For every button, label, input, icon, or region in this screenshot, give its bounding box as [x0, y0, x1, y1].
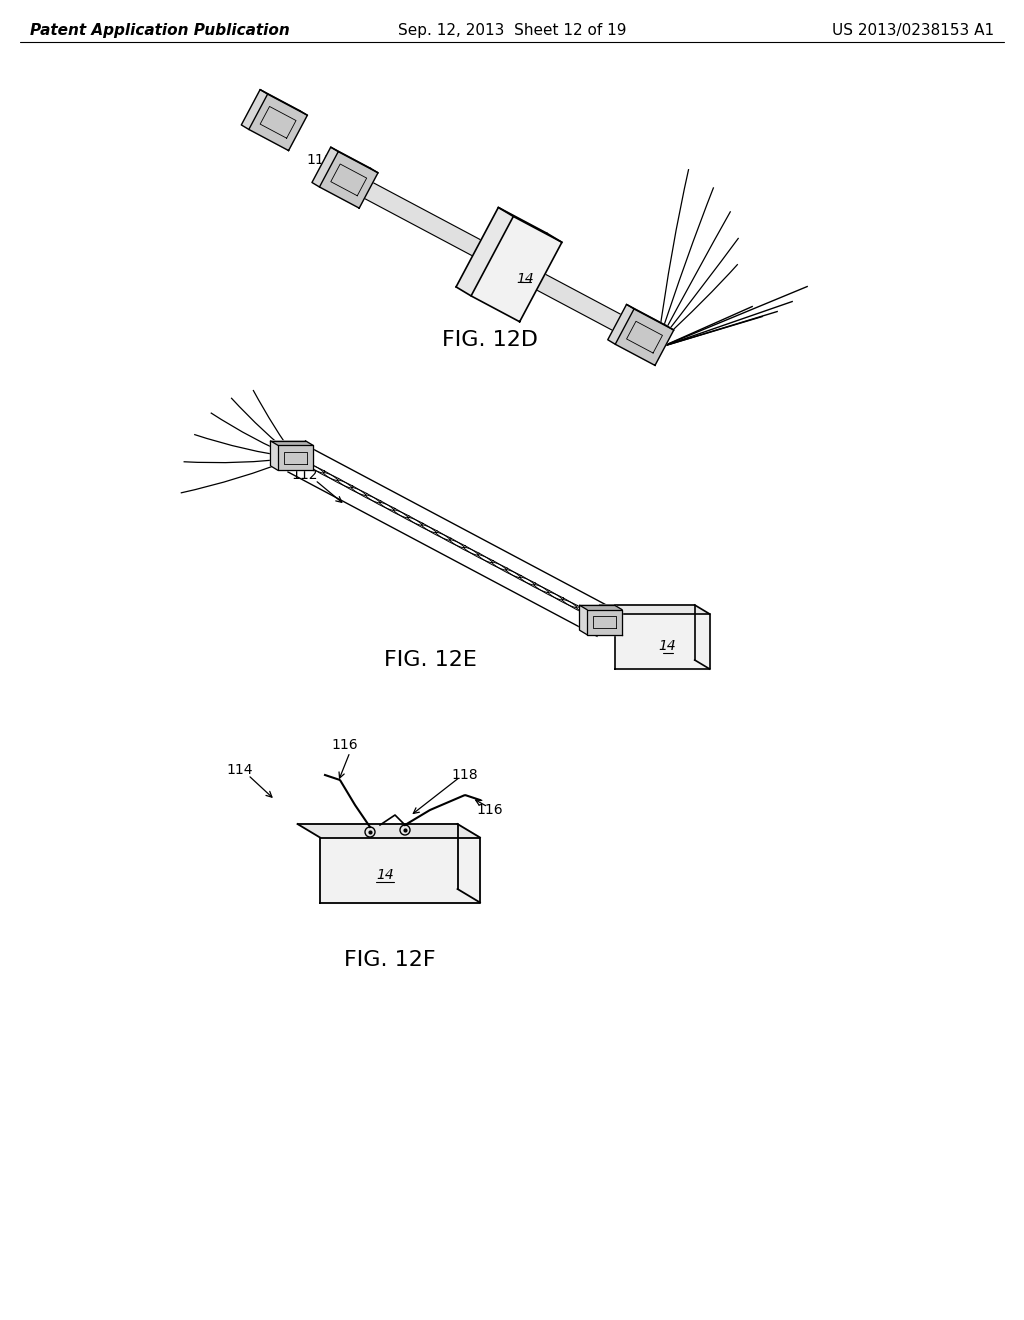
Polygon shape [458, 824, 480, 903]
Polygon shape [608, 305, 634, 345]
Polygon shape [600, 605, 710, 614]
Polygon shape [587, 610, 622, 635]
Text: 110: 110 [307, 153, 333, 168]
Polygon shape [319, 152, 378, 209]
Text: 14: 14 [376, 869, 394, 882]
Polygon shape [456, 207, 513, 296]
Polygon shape [614, 614, 710, 669]
Polygon shape [694, 605, 710, 669]
Polygon shape [331, 147, 378, 173]
Text: 114: 114 [226, 763, 253, 777]
Polygon shape [260, 90, 307, 115]
Polygon shape [471, 216, 562, 322]
Text: 116: 116 [477, 803, 504, 817]
Text: US 2013/0238153 A1: US 2013/0238153 A1 [831, 22, 994, 37]
Text: Sep. 12, 2013  Sheet 12 of 19: Sep. 12, 2013 Sheet 12 of 19 [397, 22, 627, 37]
Text: 14: 14 [658, 639, 676, 653]
Text: 112: 112 [292, 469, 318, 482]
Polygon shape [312, 147, 338, 187]
Polygon shape [249, 94, 307, 150]
Text: FIG. 12D: FIG. 12D [442, 330, 538, 350]
Text: FIG. 12F: FIG. 12F [344, 950, 436, 970]
Polygon shape [615, 309, 674, 366]
Polygon shape [627, 305, 674, 330]
Polygon shape [270, 441, 278, 470]
Polygon shape [298, 824, 480, 837]
Text: 118: 118 [452, 768, 478, 781]
Polygon shape [580, 605, 587, 635]
Text: Patent Application Publication: Patent Application Publication [30, 22, 290, 37]
Polygon shape [580, 605, 622, 610]
Polygon shape [270, 441, 313, 445]
Polygon shape [318, 158, 662, 352]
Polygon shape [278, 445, 313, 470]
Text: 116: 116 [332, 738, 358, 752]
Text: FIG. 12E: FIG. 12E [384, 649, 476, 671]
Polygon shape [499, 207, 562, 243]
Polygon shape [242, 90, 267, 129]
Polygon shape [319, 837, 480, 903]
Text: 14: 14 [516, 272, 535, 285]
